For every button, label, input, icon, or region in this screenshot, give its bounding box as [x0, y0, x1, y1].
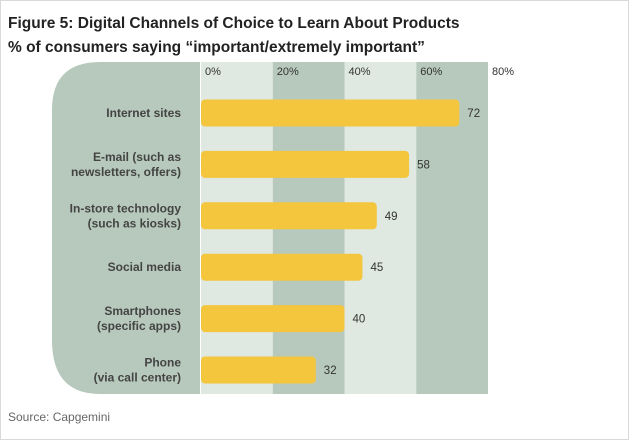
- bar: [201, 99, 460, 127]
- category-label: Phone (via call center): [94, 356, 182, 385]
- category-label-line: Internet sites: [106, 106, 181, 120]
- source-note: Source: Capgemini: [8, 410, 111, 424]
- category-label-line: (specific apps): [97, 319, 181, 333]
- category-label-line: Smartphones: [104, 304, 181, 318]
- category-label-line: E-mail (such as: [93, 150, 181, 164]
- category-label: E-mail (such as newsletters, offers): [71, 150, 181, 179]
- category-label-line: Phone: [144, 356, 181, 370]
- category-panel: [52, 62, 200, 394]
- category-label-line: (such as kiosks): [88, 216, 181, 230]
- category-label-line: (via call center): [94, 371, 181, 385]
- value-label: 58: [417, 159, 430, 171]
- x-tick-label: 40%: [349, 66, 371, 78]
- category-label: Internet sites: [106, 106, 181, 120]
- x-tick-label: 80%: [492, 66, 514, 78]
- category-label: Social media: [108, 260, 182, 274]
- value-label: 45: [370, 262, 383, 274]
- bars: [201, 99, 460, 384]
- category-label-line: newsletters, offers): [71, 165, 181, 179]
- value-label: 40: [353, 314, 366, 326]
- bar: [201, 150, 410, 178]
- category-label: In-store technology (such as kiosks): [70, 201, 182, 230]
- x-tick-label: 60%: [420, 66, 442, 78]
- category-label-line: Social media: [108, 260, 182, 274]
- figure-subtitle: % of consumers saying “important/extreme…: [8, 39, 425, 56]
- bar: [201, 202, 377, 230]
- x-tick-label: 20%: [277, 66, 299, 78]
- category-label-line: In-store technology: [70, 201, 182, 215]
- x-axis-ticks: 0% 20% 40% 60% 80%: [205, 66, 514, 78]
- value-label: 72: [467, 108, 480, 120]
- category-labels: Internet sites E-mail (such as newsletters…: [70, 106, 182, 385]
- value-label: 32: [324, 365, 337, 377]
- bar: [201, 253, 363, 281]
- x-tick-label: 0%: [205, 66, 221, 78]
- category-label: Smartphones (specific apps): [97, 304, 181, 333]
- value-label: 49: [385, 211, 398, 223]
- figure-title: Figure 5: Digital Channels of Choice to …: [8, 15, 460, 32]
- value-labels: 72 58 49 45 40 32: [324, 108, 480, 377]
- bar: [201, 305, 345, 333]
- bar: [201, 356, 316, 384]
